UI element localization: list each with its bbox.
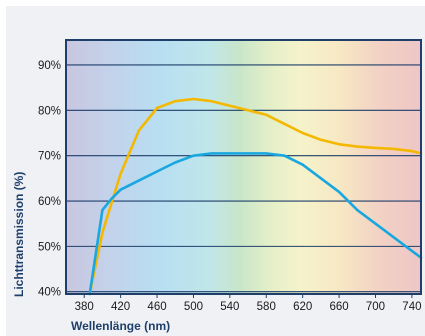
x-tick-label: 580	[257, 301, 276, 313]
x-tick-label: 500	[184, 301, 203, 313]
y-tick-label: 80%	[38, 105, 61, 117]
x-tick-label: 700	[366, 301, 385, 313]
x-tick-label: 620	[293, 301, 312, 313]
y-axis-title: Lichttransmission (%)	[12, 172, 26, 297]
y-tick-label: 90%	[38, 60, 61, 72]
y-tick-label: 40%	[38, 287, 61, 299]
x-axis-ticks: 380 420 460 500 540 580 620 660 700 740	[75, 294, 421, 313]
x-tick-label: 660	[329, 301, 348, 313]
y-tick-label: 70%	[38, 151, 61, 163]
y-tick-label: 60%	[38, 196, 61, 208]
x-tick-label: 380	[75, 301, 94, 313]
series-line-1	[88, 97, 423, 296]
x-tick-label: 460	[147, 301, 166, 313]
x-tick-label: 420	[111, 301, 130, 313]
series-lines	[88, 97, 423, 296]
y-tick-label: 50%	[38, 241, 61, 253]
plot-frame	[65, 39, 422, 295]
y-axis-ticks: 40% 50% 60% 70% 80% 90%	[38, 60, 61, 299]
x-axis-title: Wellenlänge (nm)	[71, 319, 170, 333]
series-line-2	[88, 152, 423, 296]
spectrum-background	[66, 40, 421, 294]
grid-lines	[66, 64, 421, 293]
x-tick-label: 740	[402, 301, 421, 313]
x-tick-label: 540	[220, 301, 239, 313]
